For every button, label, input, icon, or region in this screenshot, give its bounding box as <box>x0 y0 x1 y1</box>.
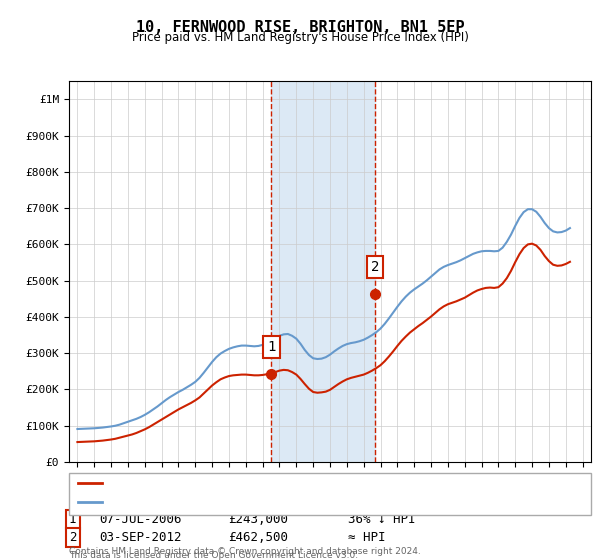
Text: ≈ HPI: ≈ HPI <box>348 531 386 544</box>
Text: 1: 1 <box>69 513 77 526</box>
Text: 10, FERNWOOD RISE, BRIGHTON, BN1 5EP: 10, FERNWOOD RISE, BRIGHTON, BN1 5EP <box>136 20 464 35</box>
Text: 36% ↓ HPI: 36% ↓ HPI <box>348 513 415 526</box>
Bar <box>271 81 375 462</box>
Text: HPI: Average price, detached house, Brighton and Hove: HPI: Average price, detached house, Brig… <box>105 497 436 507</box>
Text: Price paid vs. HM Land Registry's House Price Index (HPI): Price paid vs. HM Land Registry's House … <box>131 31 469 44</box>
Text: 2: 2 <box>69 531 77 544</box>
Text: 1: 1 <box>267 340 275 354</box>
Text: 2: 2 <box>371 260 379 274</box>
Text: £462,500: £462,500 <box>228 531 288 544</box>
Text: 10, FERNWOOD RISE, BRIGHTON, BN1 5EP (detached house): 10, FERNWOOD RISE, BRIGHTON, BN1 5EP (de… <box>105 478 436 488</box>
Text: 07-JUL-2006: 07-JUL-2006 <box>99 513 182 526</box>
Text: £243,000: £243,000 <box>228 513 288 526</box>
Text: This data is licensed under the Open Government Licence v3.0.: This data is licensed under the Open Gov… <box>69 551 358 560</box>
Text: 03-SEP-2012: 03-SEP-2012 <box>99 531 182 544</box>
Text: Contains HM Land Registry data © Crown copyright and database right 2024.: Contains HM Land Registry data © Crown c… <box>69 547 421 556</box>
